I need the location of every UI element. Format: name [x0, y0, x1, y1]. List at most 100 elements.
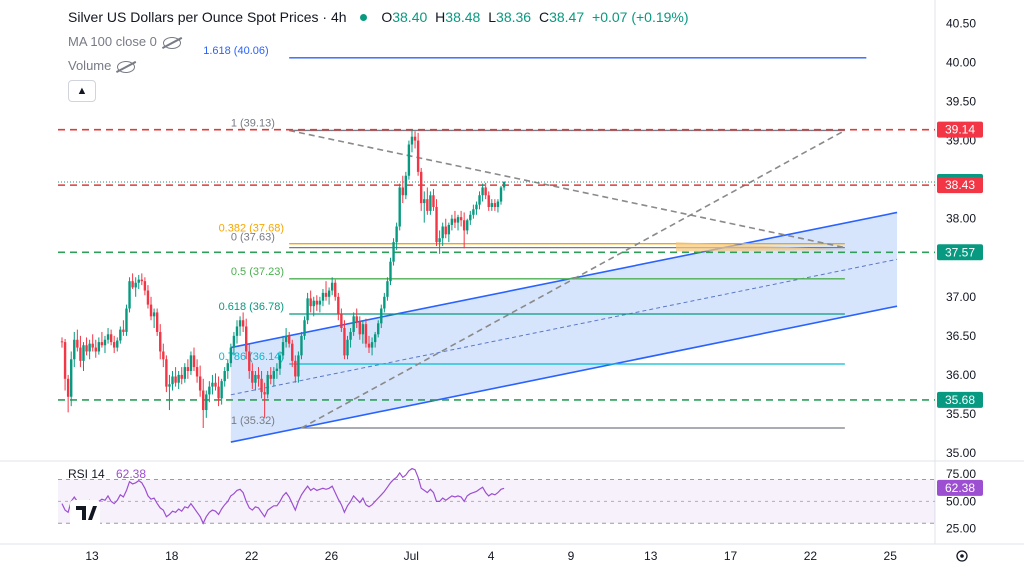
regression-channel [230, 211, 898, 443]
fib-trend-line [289, 129, 846, 249]
time-tick-label: 4 [488, 549, 495, 563]
candle-body [291, 343, 294, 361]
candle-body [134, 282, 137, 288]
candle-body [459, 217, 463, 221]
candle-body [423, 199, 426, 204]
candle-body [60, 341, 64, 343]
hidden-eye-icon[interactable] [162, 36, 181, 49]
fib-level-label: 0.786 (36.14) [219, 351, 284, 363]
candle-body [318, 300, 322, 305]
candle-body [180, 374, 183, 379]
candle-body [426, 199, 429, 211]
candle-body [109, 334, 113, 343]
candle-body [177, 374, 180, 383]
candle-body [226, 363, 229, 371]
time-tick-label: Jul [404, 549, 419, 563]
close-value: 38.47 [549, 9, 585, 25]
change-value: +0.07 (+0.19%) [592, 9, 689, 25]
candle-body [88, 343, 91, 352]
fib-zone [676, 242, 855, 252]
time-tick-label: 18 [165, 549, 179, 563]
candle-body [395, 226, 398, 243]
candle-body [263, 392, 266, 395]
candle-body [324, 292, 328, 297]
price-tick-label: 40.00 [946, 56, 976, 70]
candle-body [275, 368, 279, 371]
volume-indicator-legend[interactable]: Volume [68, 58, 136, 73]
candle-body [502, 181, 506, 188]
candle-body [137, 279, 140, 283]
fib-level-label: 1 (39.13) [231, 117, 275, 129]
price-tag-label: 37.57 [945, 245, 975, 259]
candle-body [392, 242, 395, 262]
candle-body [364, 324, 368, 344]
candle-body [248, 351, 251, 371]
candle-body [330, 282, 334, 291]
candle-body [312, 300, 315, 307]
tradingview-logo-icon [76, 506, 97, 520]
candle-body [149, 304, 153, 317]
price-axis: 40.5040.0039.5039.0038.0037.0036.5036.00… [937, 16, 983, 460]
candle-body [122, 329, 125, 332]
price-tag-label: 35.68 [945, 393, 975, 407]
fib-trend-line [301, 129, 846, 429]
candle-body [321, 292, 325, 301]
candle-body [82, 345, 85, 361]
candle-body [116, 340, 119, 348]
candle-body [165, 359, 168, 387]
time-tick-label: 22 [245, 549, 259, 563]
rsi-pane: 75.00 50.00 25.00 62.38 RSI 14 62.38 [58, 467, 983, 536]
fib-level-label: 0.618 (36.78) [219, 301, 284, 313]
low-value: 38.36 [496, 9, 532, 25]
candle-body [300, 335, 303, 356]
candle-body [419, 171, 423, 204]
candle-body [269, 374, 272, 379]
candle-body [367, 343, 371, 348]
price-tag [937, 244, 983, 261]
rsi-band [58, 479, 935, 524]
candle-body [272, 370, 276, 379]
candle-body [235, 326, 239, 336]
gear-icon [956, 550, 968, 562]
candle-body [66, 378, 70, 397]
open-label: O [381, 9, 393, 25]
chart-title[interactable]: Silver US Dollars per Ounce Spot Prices … [68, 9, 347, 25]
candle-body [284, 335, 288, 343]
candle-body [410, 136, 414, 145]
candle-body [205, 394, 208, 411]
candle-body [208, 386, 211, 395]
rsi-tick-label: 25.00 [946, 522, 976, 536]
fib-level-label: 0.5 (37.23) [231, 266, 284, 278]
high-value: 38.48 [445, 9, 481, 25]
candle-body [337, 296, 340, 314]
candle-body [340, 313, 343, 329]
price-tag-label: 38.43 [945, 178, 975, 192]
price-tick-label: 35.50 [946, 407, 976, 421]
candle-body [444, 226, 447, 235]
ma-indicator-legend[interactable]: MA 100 close 0 [68, 34, 181, 49]
candle-body [487, 195, 490, 207]
chevron-up-icon: ▲ [76, 85, 88, 97]
fib-level-label: 1 (35.32) [231, 415, 275, 427]
candle-body [389, 261, 392, 282]
candle-body [490, 203, 493, 207]
candle-body [472, 209, 475, 215]
collapse-legend-button[interactable]: ▲ [68, 80, 96, 102]
time-tick-label: 25 [884, 549, 898, 563]
gear-icon-center [960, 554, 964, 558]
candle-body [119, 329, 122, 341]
candle-body [257, 374, 260, 379]
candle-body [383, 296, 386, 309]
candle-body [438, 238, 441, 243]
hidden-eye-icon[interactable] [117, 60, 136, 73]
candle-body [159, 331, 162, 352]
candle-body [407, 144, 411, 176]
fib-level-label: 0 (37.63) [231, 232, 275, 244]
candle-body [499, 187, 503, 202]
symbol-legend: Silver US Dollars per Ounce Spot Prices … [68, 9, 689, 25]
rsi-value-tag-label: 62.38 [945, 481, 975, 495]
fib-level-label: 0.382 (37.68) [219, 223, 284, 235]
candle-body [456, 217, 460, 223]
candle-body [401, 187, 404, 196]
